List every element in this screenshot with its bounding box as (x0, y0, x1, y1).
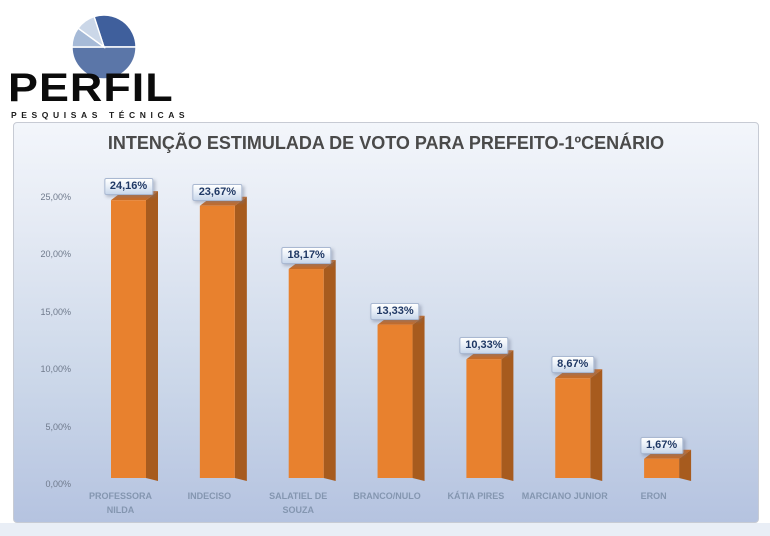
x-axis-label: MARCIANO JUNIOR (521, 491, 608, 501)
y-axis-tick: 10,00% (40, 364, 71, 375)
x-axis-label: PROFESSORA NILDA (88, 491, 152, 515)
bar-value-label: 24,16% (103, 178, 154, 196)
bars-layer (111, 191, 692, 482)
bar-value-label: 23,67% (192, 183, 242, 201)
bar-front (377, 324, 413, 478)
pie-chart-logo-icon (71, 14, 137, 80)
bar-value-label: 1,67% (639, 436, 684, 454)
bar-side (412, 315, 425, 481)
bar-side (679, 449, 692, 481)
chart-title: INTENÇÃO ESTIMULADA DE VOTO PARA PREFEIT… (107, 133, 665, 153)
bar-front (288, 269, 324, 478)
bar-side (146, 191, 158, 481)
y-axis-tick: 5,00% (45, 421, 71, 432)
x-axis-label: KÁTIA PIRES (447, 491, 505, 501)
y-axis-tick: 20,00% (40, 249, 71, 260)
x-axis-label: SALATIEL DE SOUZA (269, 491, 328, 515)
bar-front (555, 378, 591, 478)
bar-side (323, 260, 336, 481)
bar-value-label: 13,33% (370, 302, 420, 320)
bar-value-label: 8,67% (551, 356, 595, 374)
x-axis-label: ERON (640, 491, 667, 501)
bar-side (501, 350, 514, 481)
y-axis-tick: 0,00% (45, 479, 71, 489)
bar-front (111, 200, 146, 478)
x-axis-label: INDECISO (187, 491, 232, 501)
bar-side (590, 369, 603, 481)
y-axis-tick: 25,00% (40, 192, 71, 202)
pie-slice (77, 15, 106, 49)
perfil-logo: PERFIL PESQUISAS TÉCNICAS (0, 0, 220, 122)
chart-panel: INTENÇÃO ESTIMULADA DE VOTO PARA PREFEIT… (13, 122, 759, 523)
bottom-strip (0, 523, 770, 536)
pie-slice (93, 14, 137, 48)
x-axis-label: BRANCO/NULO (353, 491, 421, 501)
y-axis-tick: 15,00% (40, 306, 71, 317)
bar-front (199, 205, 235, 479)
bar-front (644, 458, 680, 478)
bar-side (234, 196, 247, 482)
bar-value-label: 18,17% (281, 247, 331, 265)
brand-name: PERFIL (8, 66, 174, 111)
pie-slice (71, 46, 137, 80)
brand-tagline: PESQUISAS TÉCNICAS (11, 110, 190, 120)
bar-front (466, 359, 502, 478)
bar-value-label: 10,33% (459, 337, 509, 355)
